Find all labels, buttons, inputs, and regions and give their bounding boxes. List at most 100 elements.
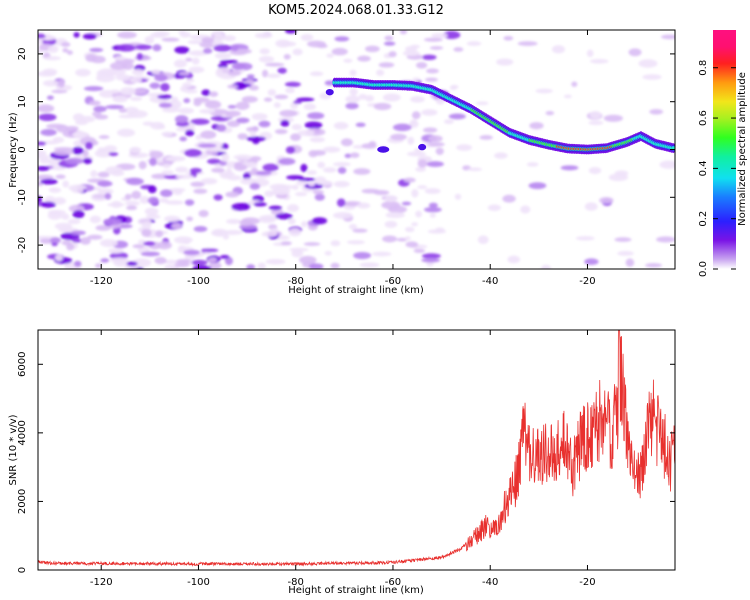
noise-blob [192,265,212,269]
noise-blob [291,124,303,131]
noise-blob [450,84,459,89]
frequency-ridge [325,77,675,155]
noise-blob [365,95,375,102]
noise-blob [193,188,208,194]
colorbar-tick-label: 0.4 [698,160,709,176]
noise-blob [144,36,155,44]
noise-blob [108,152,119,157]
noise-blob [443,119,454,125]
noise-blob [246,264,256,269]
noise-blob [502,194,516,203]
noise-blob [164,264,178,269]
noise-blob [226,120,241,128]
noise-blob [82,33,97,40]
noise-blob [117,31,137,39]
noise-blob [44,33,52,41]
noise-blob [649,109,664,115]
noise-blob [110,170,125,177]
noise-blob [223,229,243,235]
noise-blob [288,228,302,237]
noise-blob [285,87,295,94]
noise-blob [161,37,180,42]
noise-blob [95,263,102,268]
noise-blob [343,58,353,63]
noise-blob [642,74,662,80]
noise-blob [71,238,83,243]
noise-blob [251,113,268,121]
noise-blob [656,236,675,243]
noise-blob [268,205,283,211]
noise-blob [195,134,203,140]
noise-blob [332,212,353,219]
noise-blob [411,188,419,198]
noise-blob [80,237,91,245]
noise-blob [388,51,397,58]
noise-blob [275,213,293,220]
noise-blob [306,170,317,175]
noise-blob [494,152,508,159]
spectrogram-xtick-label: -60 [385,276,401,287]
noise-blob [333,122,349,130]
noise-blob [166,155,186,162]
noise-blob [55,254,63,262]
noise-blob [157,94,173,100]
noise-blob [382,235,398,243]
noise-blob [61,213,70,220]
noise-blob [183,98,191,104]
noise-blob [413,248,426,254]
noise-blob [278,157,296,166]
noise-blob [179,136,187,142]
noise-blob [125,177,144,186]
spectrogram-xtick-label: -40 [482,276,498,287]
noise-blob [132,244,145,249]
noise-blob [151,173,169,180]
noise-blob [198,209,209,218]
noise-blob [405,241,418,248]
noise-blob [638,59,658,68]
snr-xtick-label: -120 [90,577,113,588]
noise-blob [208,257,218,263]
noise-blob [324,250,332,256]
noise-blob [227,84,239,89]
noise-blob [358,93,368,100]
noise-blob [186,78,195,83]
noise-blob [73,260,82,267]
noise-blob [330,262,340,269]
noise-blobs [38,30,675,269]
colorbar-tick-label: 0.6 [698,110,709,126]
noise-blob [99,68,115,75]
noise-blob [249,130,257,137]
noise-blob [235,101,250,111]
noise-blob [296,97,315,102]
noise-blob [39,238,53,244]
noise-blob [540,264,552,269]
noise-blob [352,228,368,233]
figure-title: KOM5.2024.068.01.33.G12 [268,3,444,18]
noise-blob [307,112,325,120]
noise-blob [326,53,334,58]
noise-blob [126,261,138,267]
spectrogram-ytick-label: 0 [17,146,28,152]
noise-blob [280,241,292,246]
noise-blob [350,152,360,158]
snr-xtick-label: -20 [579,577,595,588]
noise-blob [384,35,394,41]
noise-blob [385,211,405,219]
noise-blob [174,46,190,54]
snr-xtick-label: -60 [385,577,401,588]
noise-blob [155,230,164,238]
noise-blob [184,149,202,158]
noise-blob [89,215,101,224]
noise-blob [174,236,193,244]
noise-blob [295,191,308,197]
snr-xlabel: Height of straight line (km) [288,585,424,596]
noise-blob [38,165,50,171]
noise-blob [115,74,131,81]
noise-blob [100,258,110,263]
noise-blob [233,163,248,171]
noise-blob [110,89,120,94]
noise-blob [67,218,81,225]
noise-blob [154,74,168,82]
noise-blob [390,133,407,141]
noise-blob [38,149,47,157]
